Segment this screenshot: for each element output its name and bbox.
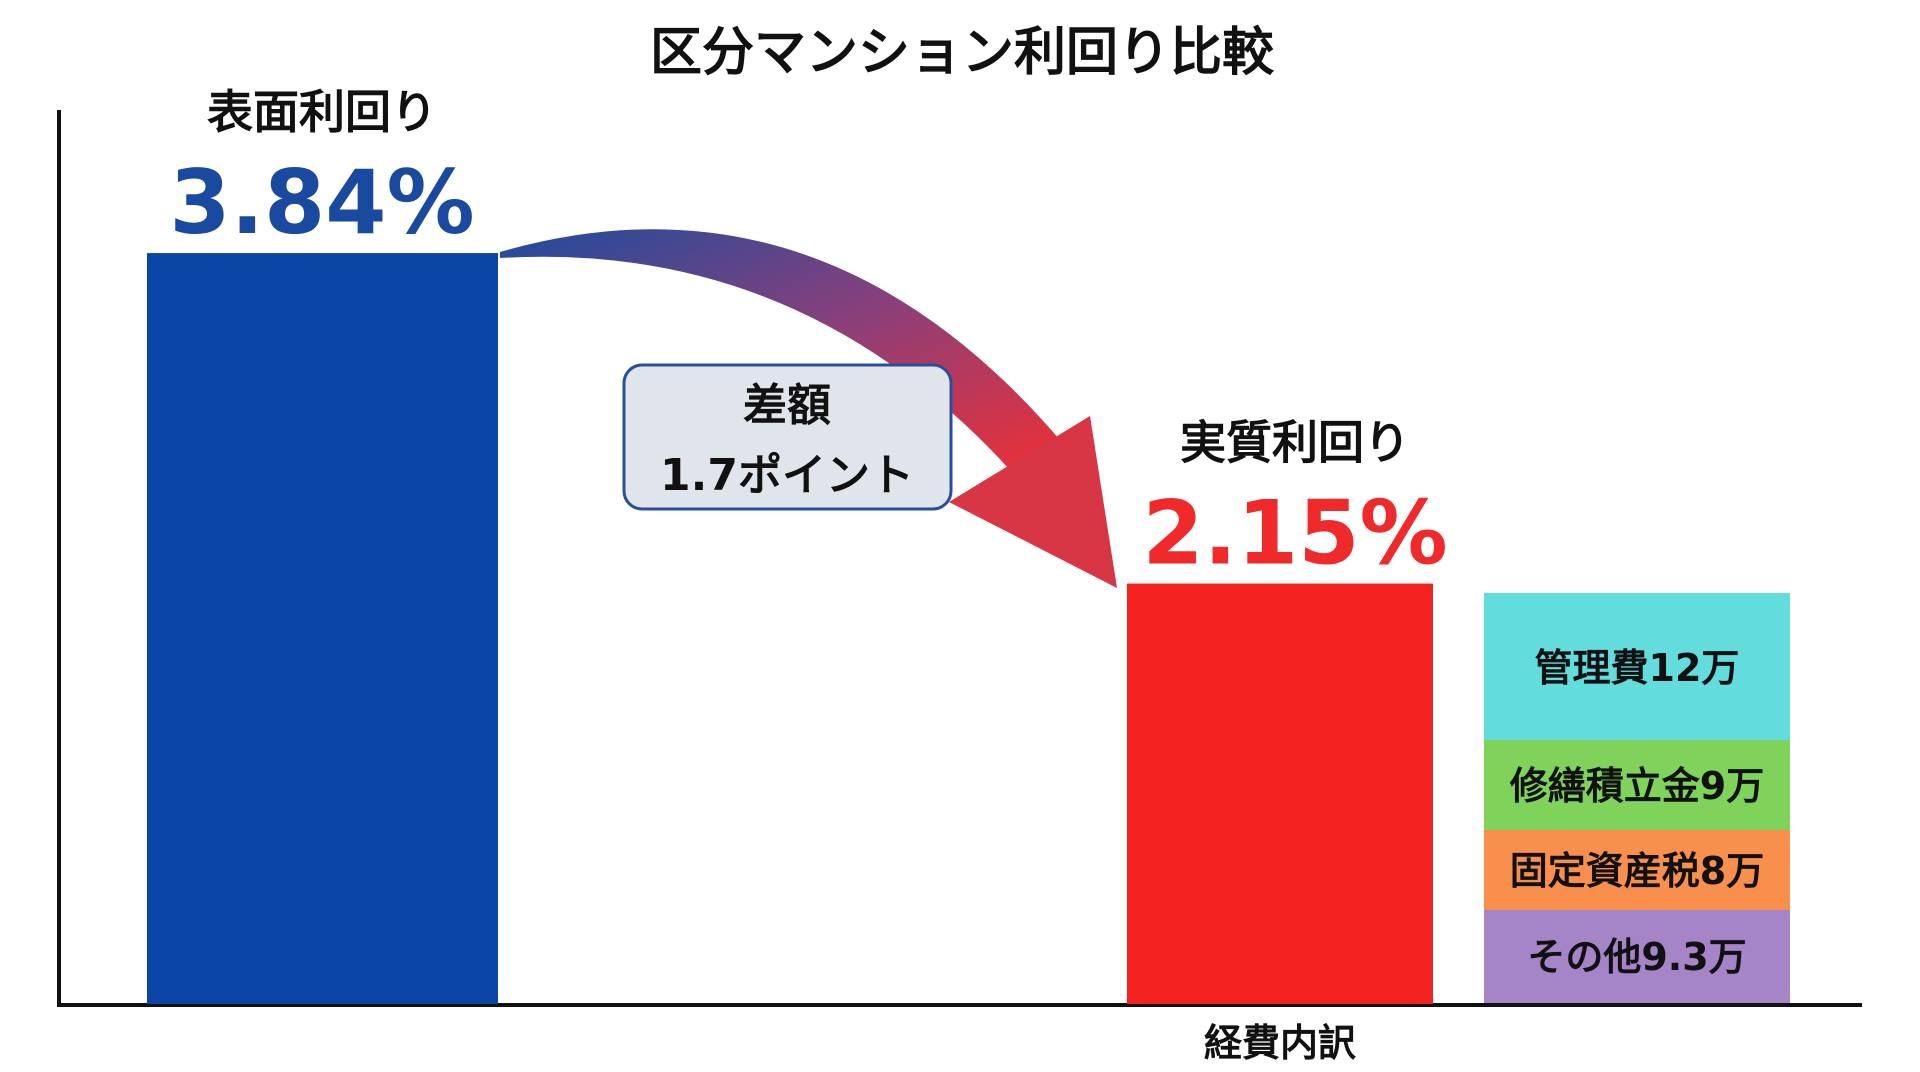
difference-badge: 差額 1.7ポイント bbox=[622, 363, 953, 511]
expense-segment-management bbox=[1484, 593, 1790, 740]
bar-real-yield bbox=[1127, 583, 1433, 1004]
value-label-surface-yield: 3.84% bbox=[169, 151, 474, 254]
bar-surface-yield bbox=[147, 253, 498, 1005]
difference-badge-line1: 差額 bbox=[743, 380, 831, 431]
difference-badge-line2: 1.7ポイント bbox=[660, 450, 914, 501]
expense-label-management: 管理費12万 bbox=[1535, 646, 1740, 690]
expense-segment-property-tax bbox=[1484, 830, 1790, 910]
difference-arrow bbox=[500, 229, 1117, 588]
expense-label-repair-reserve: 修繕積立金9万 bbox=[1510, 764, 1764, 808]
category-label-real-yield: 実質利回り bbox=[1180, 416, 1410, 470]
chart-title: 区分マンション利回り比較 bbox=[650, 23, 1275, 83]
category-label-surface-yield: 表面利回り bbox=[207, 85, 437, 139]
expense-breakdown-stack: 管理費12万 修繕積立金9万 固定資産税8万 その他9.3万 bbox=[1484, 593, 1790, 1003]
expense-label-property-tax: 固定資産税8万 bbox=[1510, 849, 1764, 893]
expense-label-other: その他9.3万 bbox=[1527, 935, 1746, 979]
value-label-real-yield: 2.15% bbox=[1142, 482, 1447, 585]
expense-segment-other bbox=[1484, 910, 1790, 1003]
expense-segment-repair-reserve bbox=[1484, 740, 1790, 830]
expense-breakdown-label: 経費内訳 bbox=[1204, 1021, 1356, 1065]
